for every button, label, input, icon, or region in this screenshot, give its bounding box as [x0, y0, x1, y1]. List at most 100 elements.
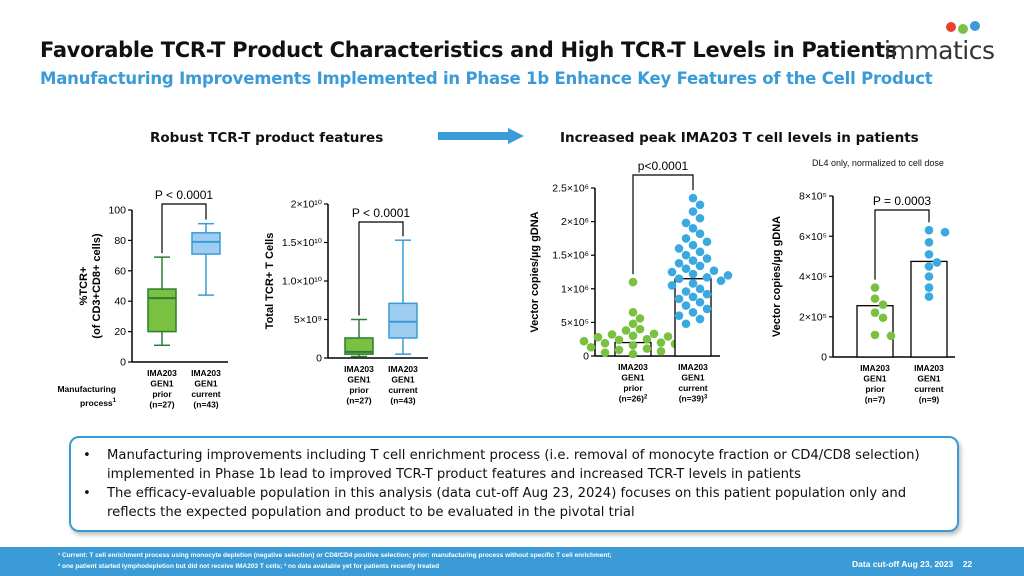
data-point — [709, 266, 719, 275]
p-value-label: P < 0.0001 — [352, 206, 410, 220]
logo-dot-green — [958, 24, 968, 34]
y-tick-label: 100 — [108, 205, 126, 217]
data-point — [688, 269, 698, 279]
data-point — [621, 326, 631, 335]
x-tick-label: current — [388, 385, 417, 395]
right-note: DL4 only, normalized to cell dose — [812, 158, 944, 168]
data-point — [674, 258, 684, 268]
x-tick-label: GEN1 — [917, 374, 940, 384]
data-point — [695, 200, 705, 210]
y-axis-label: Total TCR+ T Cells — [264, 233, 276, 330]
bullet-item: • Manufacturing improvements including T … — [83, 448, 920, 482]
data-point — [642, 334, 652, 344]
data-point — [635, 324, 645, 334]
data-point — [688, 240, 698, 250]
data-point — [932, 258, 942, 267]
data-point — [924, 283, 934, 292]
y-tick-label: 5×10⁵ — [561, 317, 589, 329]
y-tick-label: 80 — [114, 235, 126, 247]
x-label-sup: 2 — [644, 395, 648, 401]
data-point — [688, 292, 698, 302]
x-tick-label: IMA203 — [914, 363, 944, 373]
x-tick-label: current — [914, 384, 943, 394]
data-point — [702, 237, 712, 247]
x-tick-label: GEN1 — [621, 373, 644, 383]
data-point — [688, 193, 698, 203]
y-tick-label: 6×10⁵ — [799, 231, 827, 243]
x-tick-label: (n=43) — [193, 400, 218, 410]
x-tick-label: current — [678, 383, 707, 393]
chart-vector-copies-all: 0 5×10⁵ 1×10⁶ 1.5×10⁶ 2×10⁶ 2.5×10⁶ Vector cop… — [529, 159, 733, 404]
x-tick-label: prior — [623, 383, 643, 393]
manufacturing-label-line2: process — [80, 397, 113, 408]
data-point — [614, 345, 624, 355]
y-tick-label: 2×10¹⁰ — [291, 199, 323, 211]
x-tick-label: GEN1 — [347, 375, 370, 385]
box-iqr — [191, 232, 221, 255]
slide-title: Favorable TCR-T Product Characteristics … — [40, 38, 897, 62]
logo-dot-blue — [970, 21, 980, 31]
data-point — [688, 207, 698, 216]
footnote-2: ² one patient started lymphodepletion bu… — [58, 563, 440, 570]
x-tick-label: prior — [349, 385, 369, 395]
footer-bar: ¹ Current: T cell enrichment process usi… — [0, 547, 1024, 576]
data-point — [695, 314, 705, 324]
y-tick-label: 60 — [114, 265, 126, 277]
y-tick-label: 0 — [120, 357, 126, 369]
bullet-item: • The efficacy-evaluable population in th… — [83, 486, 907, 520]
data-point — [667, 281, 677, 290]
footnote-1: ¹ Current: T cell enrichment process usi… — [58, 552, 612, 559]
y-tick-label: 2×10⁶ — [561, 216, 589, 228]
y-tick-label: 0 — [583, 351, 589, 363]
x-tick-label: (n=9) — [919, 395, 940, 405]
data-point — [614, 335, 624, 345]
data-point — [663, 332, 673, 341]
data-point — [600, 338, 610, 348]
page-number: 22 — [962, 559, 973, 569]
x-tick-label: prior — [865, 384, 885, 394]
data-point — [674, 274, 684, 284]
data-cutoff: Data cut-off Aug 23, 2023 — [852, 559, 954, 569]
data-point — [924, 292, 934, 301]
data-point — [688, 279, 698, 288]
left-heading: Robust TCR-T product features — [150, 130, 384, 146]
bullet-text-2: The efficacy-evaluable population in thi… — [107, 486, 907, 520]
y-tick-label: 40 — [114, 296, 126, 308]
y-tick-label: 1×10⁶ — [561, 283, 589, 295]
x-tick-label: IMA203 — [344, 364, 374, 374]
data-point — [878, 300, 888, 309]
x-tick-label: IMA203 — [860, 363, 890, 373]
data-point — [695, 213, 705, 223]
data-point — [681, 264, 691, 273]
data-point — [924, 250, 934, 259]
chart-tcr-percent: 0 20 40 60 80 100 %TCR+ (of CD3+CD8+ cells) IMA2… — [78, 188, 228, 410]
data-point — [579, 336, 589, 346]
y-tick-label: 1.5×10⁶ — [552, 250, 589, 262]
box-iqr — [344, 337, 374, 355]
data-point — [681, 301, 691, 310]
data-point — [870, 294, 880, 303]
chart-vector-copies-dl4: 0 2×10⁵ 4×10⁵ 6×10⁵ 8×10⁵ Vector copies/µg gD… — [771, 191, 955, 405]
data-point — [586, 342, 596, 352]
y-tick-label: 1.0×10¹⁰ — [282, 276, 323, 288]
data-point — [674, 244, 684, 253]
p-value-label: p<0.0001 — [638, 159, 689, 173]
data-point — [635, 314, 645, 323]
data-point — [886, 331, 896, 341]
y-tick-label: 0 — [821, 352, 827, 364]
data-point — [695, 297, 705, 307]
data-point — [600, 348, 610, 357]
bullet-text-1: Manufacturing improvements including T c… — [107, 448, 920, 482]
y-tick-label: 20 — [114, 326, 126, 338]
y-tick-label: 2×10⁵ — [799, 311, 827, 323]
data-point — [695, 247, 705, 257]
data-point — [924, 237, 934, 247]
p-value-bracket — [874, 209, 930, 280]
company-logo: immatics — [884, 20, 996, 65]
x-tick-label: IMA203 — [388, 364, 418, 374]
x-tick-label: GEN1 — [863, 374, 886, 384]
data-point — [628, 319, 638, 329]
slide-subtitle: Manufacturing Improvements Implemented i… — [40, 69, 933, 88]
data-point — [702, 254, 712, 263]
data-point — [695, 284, 705, 294]
